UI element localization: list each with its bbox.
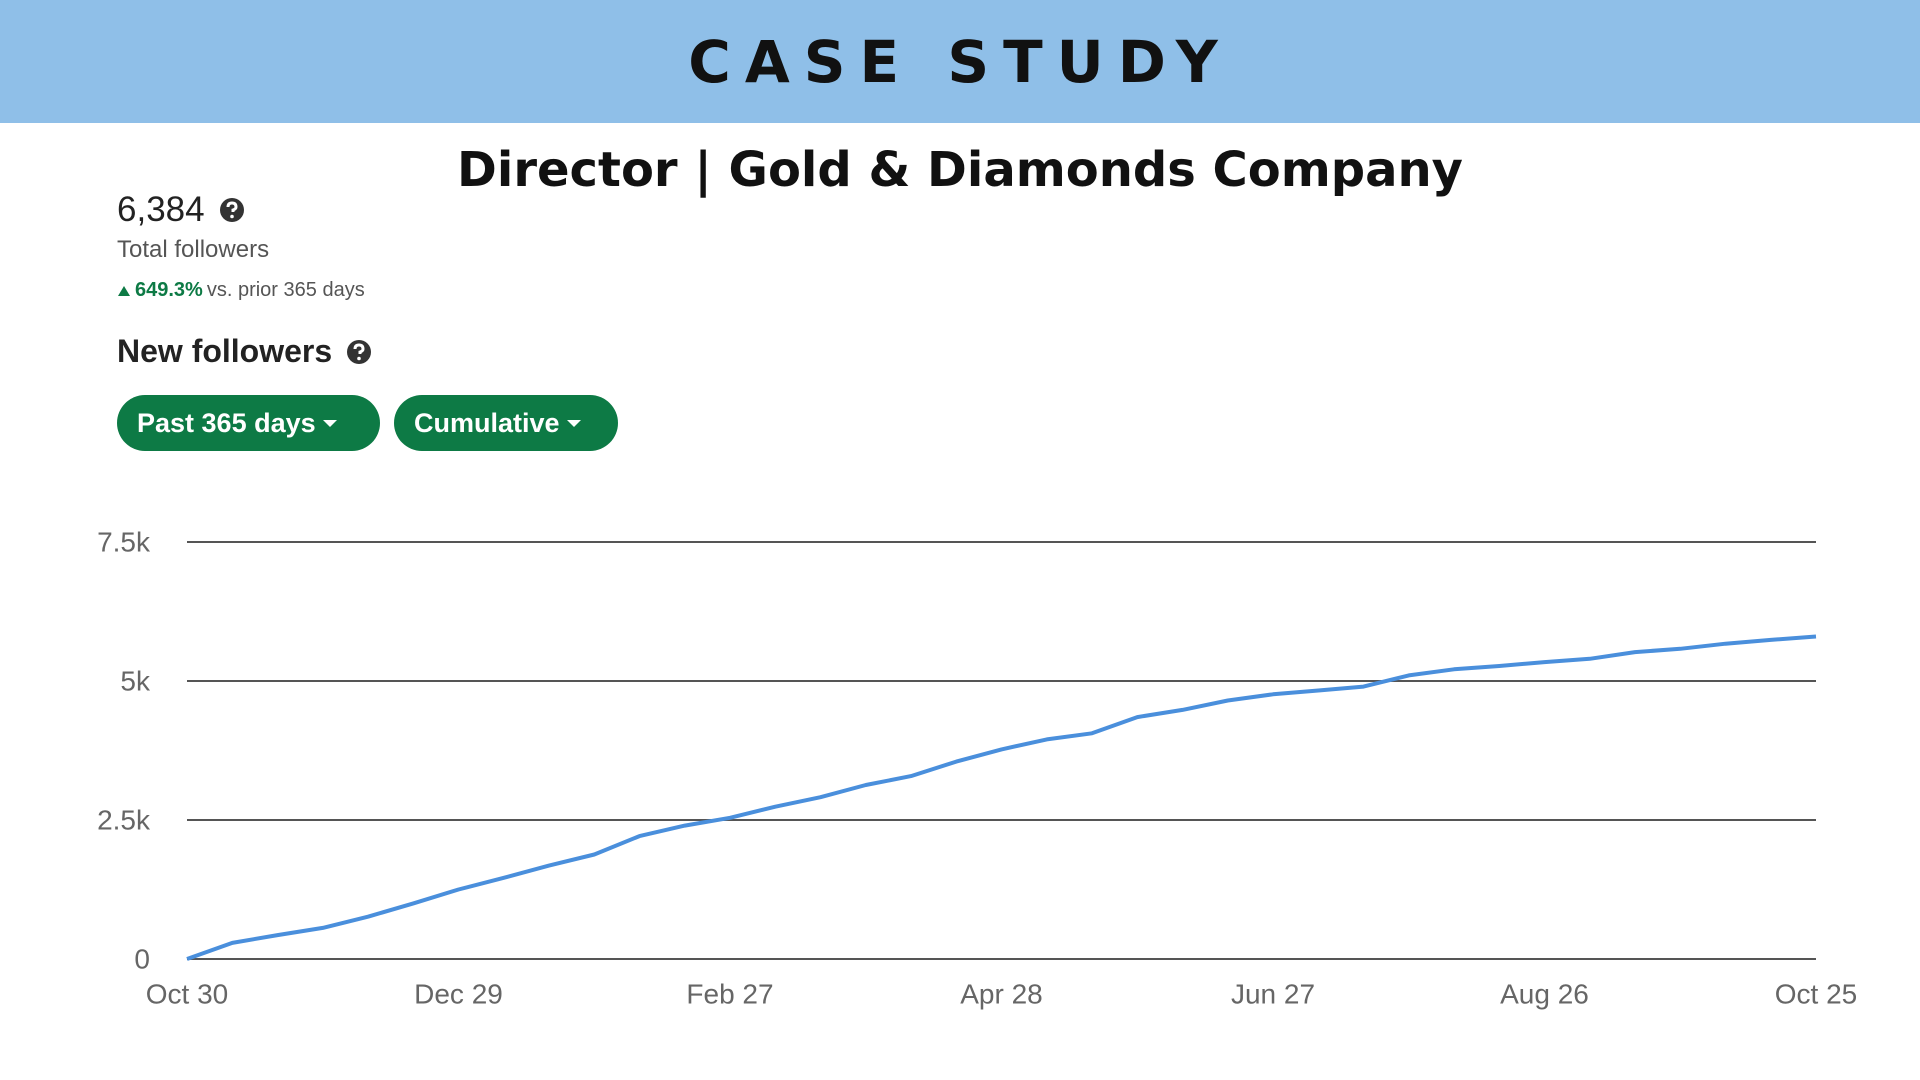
change-value: 649.3% <box>135 279 203 301</box>
filter-label: Past 365 days <box>137 407 316 438</box>
filter-label: Cumulative <box>414 407 560 438</box>
y-tick-label: 7.5k <box>97 526 151 557</box>
filter-button[interactable]: Past 365 days <box>117 395 380 451</box>
x-tick-label: Oct 25 <box>1775 978 1857 1009</box>
data-line <box>186 634 1817 961</box>
header: CASE STUDY <box>0 0 1920 123</box>
y-tick-label: 2.5k <box>97 804 151 835</box>
chart: 0 2.5k 5k 7.5k Oct 30 Dec 29 Feb 27 Apr 28 Jun 2… <box>97 526 1857 1009</box>
section-row: New followers <box>117 333 372 370</box>
total-row: 6,384 <box>117 190 245 230</box>
help-icon[interactable] <box>346 339 372 365</box>
x-tick-label: Apr 28 <box>960 978 1043 1009</box>
y-tick-label: 0 <box>134 943 150 974</box>
subtitle: Director | Gold & Diamonds Company <box>457 142 1463 198</box>
filter-button[interactable]: Cumulative <box>394 395 618 451</box>
change-row: 649.3% vs. prior 365 days <box>117 279 365 302</box>
y-tick-label: 5k <box>120 665 151 696</box>
x-tick-label: Feb 27 <box>686 978 773 1009</box>
help-icon[interactable] <box>219 197 245 223</box>
total-label: Total followers <box>117 236 270 263</box>
dropdown-arrow <box>566 420 581 427</box>
header-title: CASE STUDY <box>688 27 1232 96</box>
total-value: 6,384 <box>117 190 205 229</box>
x-tick-label: Oct 30 <box>146 978 228 1009</box>
dropdown-arrow <box>322 420 337 427</box>
x-tick-label: Jun 27 <box>1231 978 1315 1009</box>
x-tick-label: Dec 29 <box>414 978 503 1009</box>
x-tick-label: Aug 26 <box>1500 978 1589 1009</box>
change-label: vs. prior 365 days <box>206 279 365 301</box>
section-title: New followers <box>117 333 333 369</box>
up-triangle <box>118 285 130 296</box>
